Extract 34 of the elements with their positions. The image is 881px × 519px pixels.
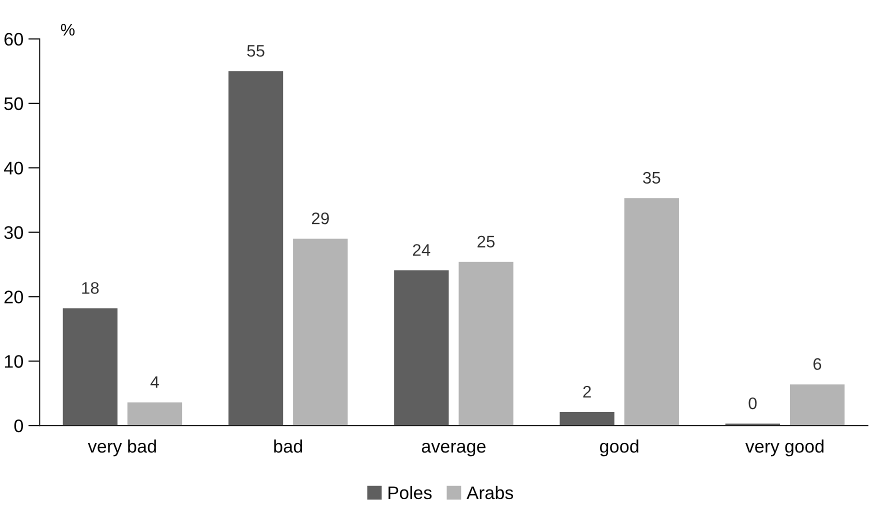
- y-tick-label: 40: [4, 162, 23, 175]
- bar: [62, 308, 118, 426]
- data-label: 24: [412, 244, 430, 256]
- x-tick-label: average: [422, 442, 486, 456]
- data-label: 2: [583, 386, 591, 398]
- y-tick-label: 20: [4, 290, 23, 304]
- bar: [228, 71, 284, 426]
- data-label: 18: [82, 282, 99, 294]
- bar: [560, 412, 614, 426]
- x-tick-label: very good: [745, 439, 824, 456]
- data-label: 35: [643, 172, 660, 184]
- data-label: 55: [247, 45, 264, 57]
- bar: [458, 262, 514, 426]
- y-axis-title: %: [60, 24, 75, 36]
- bar: [790, 384, 845, 426]
- y-tick-label: 50: [4, 97, 23, 110]
- y-tick-label: 30: [4, 226, 23, 239]
- x-tick-label: bad: [274, 439, 302, 453]
- legend-label: Poles: [388, 486, 432, 500]
- y-tick-label: 10: [4, 355, 23, 368]
- bar: [394, 270, 449, 426]
- bar: [624, 198, 679, 426]
- bar: [293, 238, 348, 426]
- data-label: 0: [748, 397, 757, 410]
- data-label: 29: [312, 212, 329, 224]
- data-label: 25: [478, 236, 495, 248]
- y-tick-label: 0: [14, 420, 23, 432]
- data-label: 6: [813, 358, 822, 370]
- legend-label: Arabs: [466, 486, 514, 500]
- x-tick-label: good: [600, 439, 638, 456]
- data-label: 4: [150, 376, 159, 388]
- y-tick-label: 60: [4, 32, 23, 46]
- x-tick-label: very bad: [88, 439, 156, 456]
- bar: [127, 402, 182, 426]
